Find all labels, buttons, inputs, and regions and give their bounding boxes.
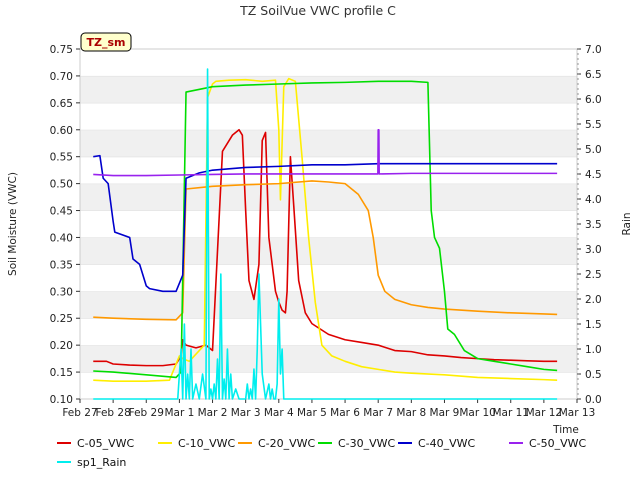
- y-tick-label: 0.70: [50, 71, 73, 83]
- y2-tick-label: 2.0: [585, 294, 602, 306]
- grid-band: [80, 183, 577, 211]
- grid-band: [80, 318, 577, 346]
- grid-band: [80, 75, 577, 103]
- y-axis-label: Soil Moisture (VWC): [7, 172, 19, 276]
- y2-tick-label: 3.5: [585, 219, 602, 231]
- series-line-sp1-rain: [93, 68, 558, 400]
- y-tick-label: 0.10: [50, 394, 73, 406]
- y-tick-label: 0.25: [50, 313, 73, 325]
- y2-tick-label: 6.0: [585, 94, 602, 106]
- y2-tick-label: 1.5: [585, 319, 602, 331]
- grid-band: [80, 102, 577, 130]
- x-tick-label: Mar 9: [430, 407, 460, 419]
- grid-band: [80, 237, 577, 265]
- y2-tick-label: 1.0: [585, 344, 602, 356]
- y-tick-label: 0.50: [50, 179, 73, 191]
- grid-band: [80, 49, 577, 76]
- x-tick-label: Mar 13: [559, 407, 596, 419]
- legend: C-05_VWC C-10_VWC C-20_VWC C-30_VWC C-40_VWC…: [57, 437, 587, 469]
- x-tick-label: Feb 27: [62, 407, 97, 419]
- series-line-c-30-vwc: [93, 80, 558, 379]
- y-tick-label: 0.55: [50, 152, 73, 164]
- y-tick-label: 0.45: [50, 206, 73, 218]
- x-tick-label: Mar 8: [396, 407, 426, 419]
- y2-axis-label: Rain: [621, 212, 633, 235]
- grid-band: [80, 345, 577, 373]
- legend-label: C-20_VWC: [258, 437, 316, 450]
- series-line-c-10-vwc: [93, 77, 558, 383]
- y-axis-right: 0.0 0.5 1.0 1.5 2.0 2.5 3.0 3.5 4.0 4.5 5.0 5.5 6.0 6…: [577, 44, 602, 406]
- x-tick-label: Mar 3: [231, 407, 261, 419]
- x-tick-label: Feb 28: [95, 407, 130, 419]
- x-tick-label: Mar 5: [297, 407, 327, 419]
- y2-tick-label: 0.5: [585, 369, 602, 381]
- y2-tick-label: 0.0: [585, 394, 602, 406]
- y2-tick-label: 4.0: [585, 194, 602, 206]
- y-tick-label: 0.75: [50, 44, 73, 56]
- grid-band: [80, 129, 577, 157]
- series-line-c-50-vwc: [93, 128, 558, 177]
- y2-tick-label: 3.0: [585, 244, 602, 256]
- grid-band: [80, 264, 577, 292]
- grid-band: [80, 210, 577, 238]
- x-tick-label: Mar 11: [492, 407, 529, 419]
- grid-band: [80, 291, 577, 319]
- grid-bands: [80, 48, 577, 399]
- grid-band: [80, 156, 577, 184]
- y2-tick-label: 5.5: [585, 119, 602, 131]
- legend-label: C-05_VWC: [77, 437, 135, 450]
- x-tick-label: Mar 12: [526, 407, 563, 419]
- y-tick-label: 0.60: [50, 125, 73, 137]
- y-tick-label: 0.15: [50, 367, 73, 379]
- x-tick-label: Mar 10: [459, 407, 496, 419]
- legend-label: sp1_Rain: [77, 456, 126, 469]
- x-tick-label: Mar 4: [264, 407, 294, 419]
- y-tick-label: 0.30: [50, 286, 73, 298]
- legend-label: C-50_VWC: [529, 437, 587, 450]
- series-lines: [93, 68, 558, 400]
- chart-title: TZ SoilVue VWC profile C: [239, 3, 396, 18]
- x-tick-label: Mar 7: [363, 407, 393, 419]
- x-tick-label: Feb 29: [129, 407, 164, 419]
- y-tick-label: 0.65: [50, 98, 73, 110]
- y2-tick-label: 4.5: [585, 169, 602, 181]
- y-tick-label: 0.20: [50, 340, 73, 352]
- x-axis-label: Time: [552, 424, 579, 436]
- legend-label: C-30_VWC: [338, 437, 396, 450]
- y2-tick-label: 2.5: [585, 269, 602, 281]
- y2-tick-label: 5.0: [585, 144, 602, 156]
- legend-label: C-10_VWC: [178, 437, 236, 450]
- x-tick-label: Mar 6: [330, 407, 360, 419]
- y2-tick-label: 6.5: [585, 69, 602, 81]
- y-tick-label: 0.40: [50, 232, 73, 244]
- y-axis-left: 0.10 0.15 0.20 0.25 0.30 0.35 0.40 0.45 0.50 0.55…: [50, 44, 80, 406]
- x-tick-label: Mar 1: [164, 407, 194, 419]
- y-tick-label: 0.35: [50, 259, 73, 271]
- station-badge: TZ_sm: [80, 32, 132, 52]
- badge-text: TZ_sm: [87, 36, 126, 49]
- badge-box: [80, 32, 132, 52]
- x-tick-label: Mar 2: [198, 407, 228, 419]
- series-line-c-40-vwc: [93, 154, 558, 293]
- legend-label: C-40_VWC: [418, 437, 476, 450]
- series-line-c-05-vwc: [93, 128, 558, 367]
- y2-tick-label: 7.0: [585, 44, 602, 56]
